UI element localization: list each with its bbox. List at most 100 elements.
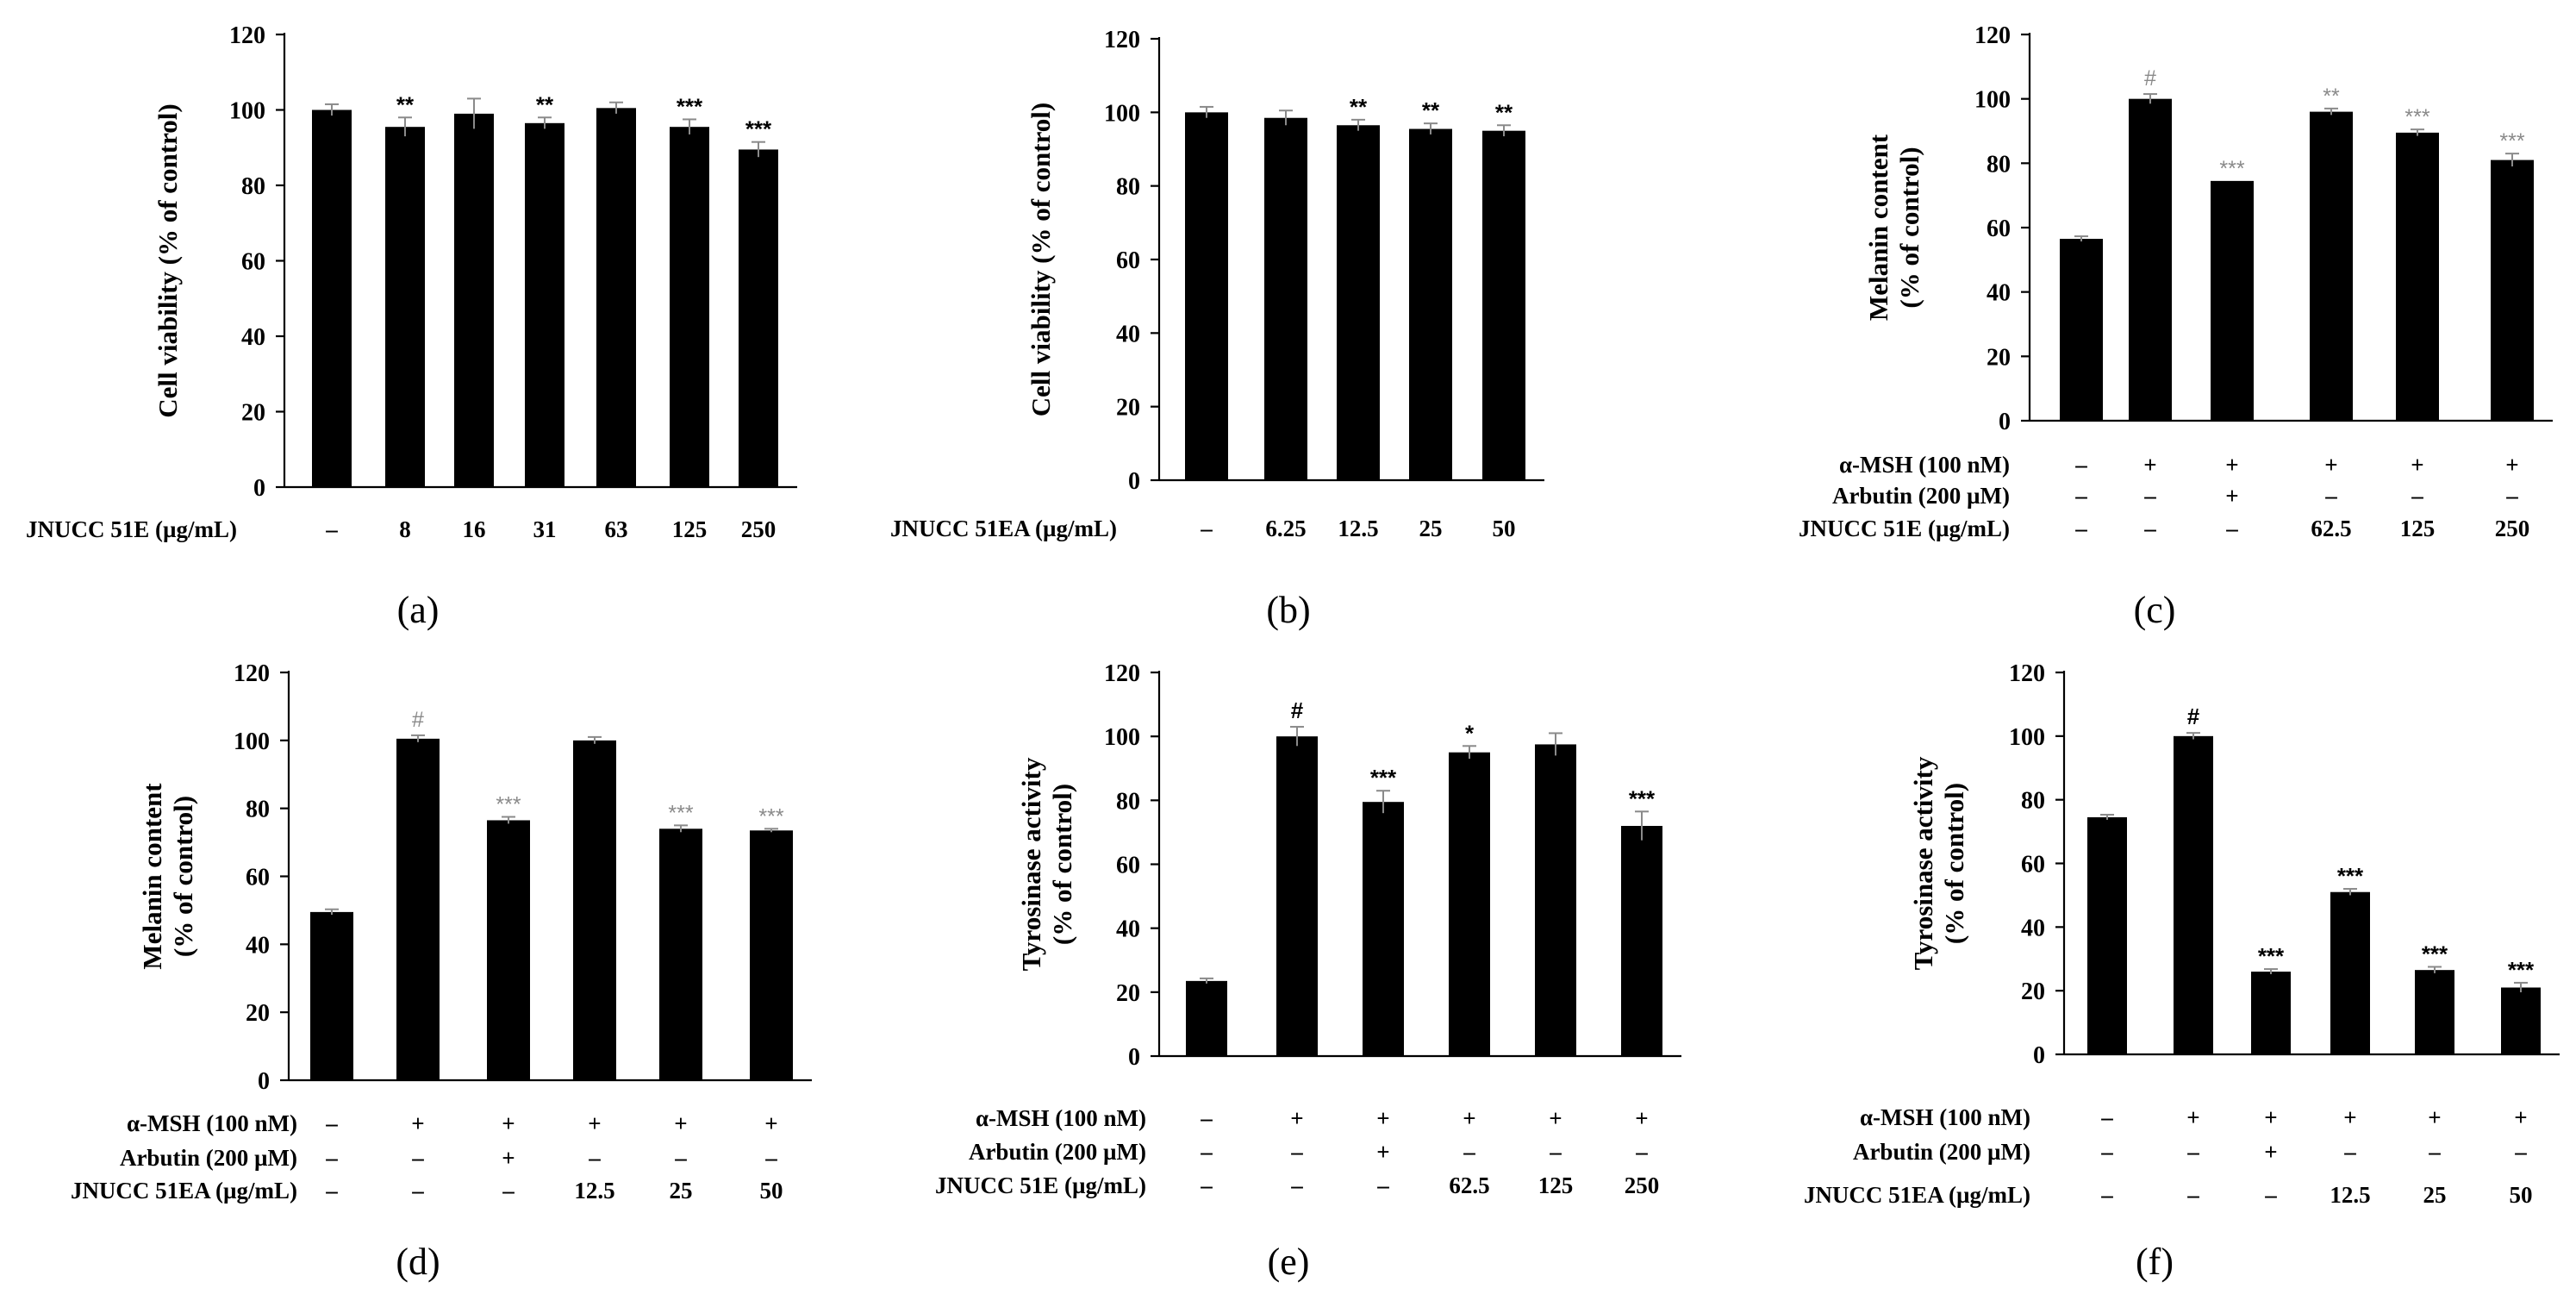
- condition-cell: –: [2074, 452, 2087, 478]
- condition-cell: 12.5: [1338, 516, 1378, 541]
- significance-label: *: [1465, 720, 1475, 746]
- condition-cell: 250: [1625, 1172, 1660, 1198]
- condition-cell: +: [2143, 452, 2156, 478]
- y-tick-label: 40: [1987, 280, 2011, 307]
- panel-label: (a): [397, 589, 440, 631]
- condition-cell: 6.25: [1265, 516, 1306, 541]
- bar: [2211, 180, 2254, 421]
- condition-cell: 62.5: [2311, 516, 2351, 541]
- y-tick-label: 80: [1116, 788, 1140, 815]
- condition-cell: –: [2411, 483, 2423, 509]
- condition-cell: 125: [2400, 516, 2436, 541]
- y-tick-label: 40: [246, 932, 270, 959]
- bar: [659, 828, 702, 1080]
- bar: [525, 122, 564, 487]
- y-axis-label: (% of control): [168, 796, 198, 957]
- y-tick-label: 0: [2033, 1042, 2045, 1069]
- significance-label: #: [1291, 697, 1304, 723]
- bar: [1535, 744, 1576, 1056]
- condition-cell: –: [2100, 1139, 2113, 1165]
- condition-cell: 25: [2423, 1182, 2447, 1208]
- y-tick-label: 100: [1104, 100, 1140, 127]
- condition-cell: +: [2225, 452, 2238, 478]
- condition-cell: –: [1200, 1172, 1213, 1198]
- y-tick-label: 100: [2009, 724, 2045, 751]
- significance-label: ***: [758, 804, 783, 828]
- bar: [487, 820, 530, 1080]
- y-axis-label: Melanin content: [137, 783, 167, 970]
- condition-row-label: α-MSH (100 nM): [976, 1105, 1146, 1131]
- condition-cell: –: [1200, 1105, 1213, 1131]
- panel-label: (f): [2136, 1241, 2174, 1283]
- condition-cell: –: [2100, 1182, 2113, 1208]
- y-tick-label: 60: [246, 865, 270, 891]
- chart-panel-b: 0 20 40 60 80 100 120 Cell viability (% of cont…: [890, 27, 1544, 631]
- bar: [1337, 125, 1380, 480]
- significance-label: ***: [1370, 765, 1397, 791]
- condition-cell: +: [1549, 1105, 1562, 1131]
- condition-cell: –: [588, 1145, 601, 1171]
- condition-cell: –: [2225, 516, 2238, 541]
- condition-cell: +: [502, 1145, 515, 1171]
- y-axis-label: Melanin content: [1863, 134, 1893, 321]
- condition-cell: 50: [2510, 1182, 2533, 1208]
- y-tick-label: 80: [2021, 788, 2045, 815]
- condition-cell: +: [674, 1110, 687, 1136]
- bar: [454, 113, 494, 487]
- bar: [739, 149, 778, 487]
- panel-label: (e): [1268, 1241, 1310, 1283]
- significance-label: **: [536, 91, 554, 117]
- bar: [2491, 159, 2534, 421]
- condition-cell: –: [1290, 1139, 1303, 1165]
- bar: [1409, 128, 1452, 481]
- y-tick-label: 40: [1116, 916, 1140, 943]
- bar: [2129, 98, 2172, 422]
- condition-cell: +: [1290, 1105, 1303, 1131]
- condition-cell: +: [2264, 1104, 2277, 1130]
- y-tick-label: 40: [241, 324, 265, 351]
- significance-label: #: [412, 708, 424, 732]
- condition-cell: –: [325, 1145, 338, 1171]
- y-tick-label: 100: [1104, 724, 1140, 751]
- significance-label: ***: [677, 93, 703, 119]
- y-tick-label: 100: [234, 728, 270, 755]
- bar: [385, 127, 425, 487]
- condition-cell: –: [325, 516, 338, 542]
- bar: [1621, 826, 1662, 1056]
- significance-label: ***: [496, 793, 521, 817]
- condition-cell: –: [2143, 483, 2156, 509]
- condition-cell: +: [588, 1110, 601, 1136]
- y-tick-label: 80: [1116, 174, 1140, 201]
- condition-cell: 50: [1493, 516, 1516, 541]
- condition-row-label: JNUCC 51E (µg/mL): [935, 1172, 1146, 1198]
- condition-cell: +: [2411, 452, 2423, 478]
- condition-cell: 25: [1419, 516, 1443, 541]
- bar: [2087, 816, 2127, 1054]
- y-tick-label: 120: [234, 660, 270, 687]
- bar: [1185, 112, 1228, 481]
- bar: [1186, 980, 1227, 1056]
- significance-label: **: [396, 91, 415, 117]
- chart-panel-a: 0 20 40 60 80 100 120 Cell viability (% of cont…: [26, 22, 797, 631]
- condition-cell: 12.5: [574, 1178, 614, 1204]
- condition-cell: +: [2264, 1139, 2277, 1165]
- panel-label: (d): [396, 1241, 440, 1283]
- bar: [750, 830, 793, 1080]
- significance-label: ***: [2404, 105, 2429, 129]
- bar: [1482, 130, 1525, 480]
- y-tick-label: 120: [229, 22, 265, 49]
- condition-cell: 31: [533, 516, 557, 542]
- condition-cell: +: [2324, 452, 2337, 478]
- condition-cell: –: [1463, 1139, 1475, 1165]
- significance-label: **: [1422, 97, 1440, 123]
- bar: [596, 108, 636, 487]
- condition-row-label: JNUCC 51EA (µg/mL): [1804, 1182, 2030, 1208]
- condition-cell: –: [1200, 1139, 1213, 1165]
- condition-cell: –: [1549, 1139, 1562, 1165]
- y-tick-label: 80: [241, 173, 265, 200]
- bar: [573, 740, 616, 1080]
- condition-cell: +: [2225, 483, 2238, 509]
- y-axis-label: Tyrosinase activity: [1908, 756, 1938, 970]
- condition-row-label: α-MSH (100 nM): [127, 1110, 297, 1136]
